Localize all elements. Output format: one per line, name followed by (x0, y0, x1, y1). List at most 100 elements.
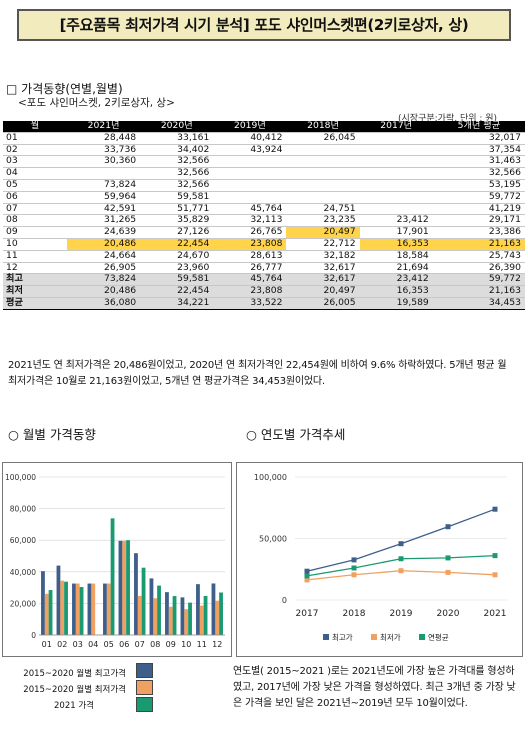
value-cell: 59,772 (432, 273, 525, 287)
bar (188, 602, 192, 635)
bar (215, 600, 220, 635)
legend-swatch-max (136, 663, 153, 678)
x-tick-label: 2020 (437, 609, 460, 619)
value-cell: 42,591 (67, 203, 141, 216)
data-point (398, 541, 404, 547)
value-cell: 73,824 (67, 273, 141, 287)
x-tick-label: 2017 (296, 609, 319, 619)
row-label-cell: 11 (3, 250, 67, 263)
value-cell (67, 167, 141, 180)
bar (41, 571, 45, 635)
y-tick-label: 20,000 (10, 599, 36, 608)
x-tick-label: 08 (150, 640, 160, 649)
value-cell: 27,126 (140, 226, 214, 239)
data-point (351, 565, 357, 571)
value-cell (359, 144, 433, 157)
y-tick-label: 40,000 (10, 568, 36, 577)
section-subheading: <포도 샤인머스켓, 2키로상자, 상> (18, 97, 175, 109)
value-cell: 24,670 (140, 250, 214, 263)
table-header-row: 월 2021년 2020년 2019년 2018년 2017년 5개년 평균 (3, 120, 525, 133)
value-cell: 26,005 (286, 297, 360, 310)
value-cell: 23,960 (140, 262, 214, 275)
row-label-cell: 10 (3, 238, 67, 251)
value-cell: 26,390 (432, 262, 525, 275)
bar (196, 584, 200, 635)
value-cell: 23,412 (359, 215, 433, 228)
table-row: 10 20,486 22,454 23,808 22,712 16,353 21,163 (3, 238, 525, 251)
data-point (445, 524, 451, 530)
value-cell: 34,221 (140, 297, 214, 310)
value-cell: 73,824 (67, 179, 141, 192)
table-row: 06 59,964 59,581 59,772 (3, 191, 525, 204)
value-cell: 40,412 (213, 132, 287, 145)
row-label-cell: 01 (3, 132, 67, 145)
legend-swatch-min (136, 680, 153, 695)
value-cell: 33,522 (213, 297, 287, 310)
x-tick-label: 11 (197, 640, 207, 649)
bar (44, 593, 49, 635)
value-cell: 33,161 (140, 132, 214, 145)
value-cell: 26,777 (213, 262, 287, 275)
table-header-cell: 2020년 (140, 120, 214, 133)
bar (141, 567, 146, 635)
legend-label: 최저가 (380, 632, 401, 642)
bar (199, 605, 204, 635)
data-point (351, 572, 357, 578)
value-cell: 23,235 (286, 215, 360, 228)
bar (126, 540, 130, 635)
value-cell: 21,694 (359, 262, 433, 275)
value-cell: 32,566 (432, 167, 525, 180)
table-row: 11 24,664 24,670 28,613 32,182 18,584 25,743 (3, 250, 525, 263)
summary-paragraph: 2021년도 연 최저가격은 20,486원이었고, 2020년 연 최저가격인… (8, 360, 507, 387)
bar (153, 598, 158, 635)
value-cell: 16,353 (359, 285, 433, 298)
value-cell: 20,497 (286, 226, 360, 239)
bar (122, 540, 127, 635)
bar (168, 606, 173, 635)
value-cell (359, 132, 433, 145)
bar (149, 578, 154, 635)
legend-label-min: 2015~2020 월별 최저가격 (23, 685, 126, 695)
value-cell: 21,163 (432, 238, 525, 251)
data-point (304, 568, 310, 574)
x-tick-label: 07 (135, 640, 145, 649)
table-body: 01 28,448 33,161 40,412 26,045 32,017 02 33,736… (3, 132, 525, 310)
row-label-cell: 12 (3, 262, 67, 275)
value-cell: 20,486 (67, 238, 141, 251)
value-cell (213, 155, 287, 169)
legend-swatch (323, 634, 329, 640)
yearly-chart-box: 100,000 50,000 0 2017 2018 2019 2020 2021 최고가 최저가… (236, 462, 523, 657)
bar (72, 583, 76, 635)
bar (157, 585, 161, 635)
table-row: 03 30,360 32,566 31,463 (3, 155, 525, 169)
bar (87, 583, 92, 635)
table-row: 09 24,639 27,126 26,765 20,497 17,901 23,386 (3, 226, 525, 239)
value-cell: 23,808 (213, 285, 287, 298)
row-label-cell: 04 (3, 167, 67, 180)
value-cell: 45,764 (213, 203, 287, 216)
value-cell: 32,017 (432, 132, 525, 145)
row-label-cell: 06 (3, 191, 67, 204)
value-cell: 32,182 (286, 250, 360, 263)
monthly-bar-chart: 100,000 80,000 60,000 40,000 20,000 0 01 02 03 04… (5, 473, 225, 649)
value-cell: 24,751 (286, 203, 360, 216)
table-row: 12 26,905 23,960 26,777 32,617 21,694 26,390 (3, 262, 525, 275)
data-point (351, 557, 357, 563)
table-header-cell: 월 (3, 120, 67, 133)
bar (165, 592, 169, 635)
x-tick-label: 2021 (484, 609, 507, 619)
data-point (492, 553, 498, 559)
value-cell: 26,765 (213, 226, 287, 239)
table-header-cell: 2021년 (67, 120, 141, 133)
trend-paragraph: 연도별( 2015~2021 )로는 2021년도에 가장 높은 가격대를 형성… (233, 666, 516, 709)
value-cell: 26,905 (67, 262, 141, 275)
y-tick-label: 100,000 (5, 473, 36, 482)
row-label-cell: 평균 (3, 297, 67, 310)
data-point (304, 577, 310, 583)
value-cell: 28,613 (213, 250, 287, 263)
value-cell (359, 203, 433, 216)
table-header-cell: 2017년 (359, 120, 433, 133)
value-cell: 53,195 (432, 179, 525, 192)
table-row: 01 28,448 33,161 40,412 26,045 32,017 (3, 132, 525, 145)
row-label-cell: 02 (3, 144, 67, 157)
